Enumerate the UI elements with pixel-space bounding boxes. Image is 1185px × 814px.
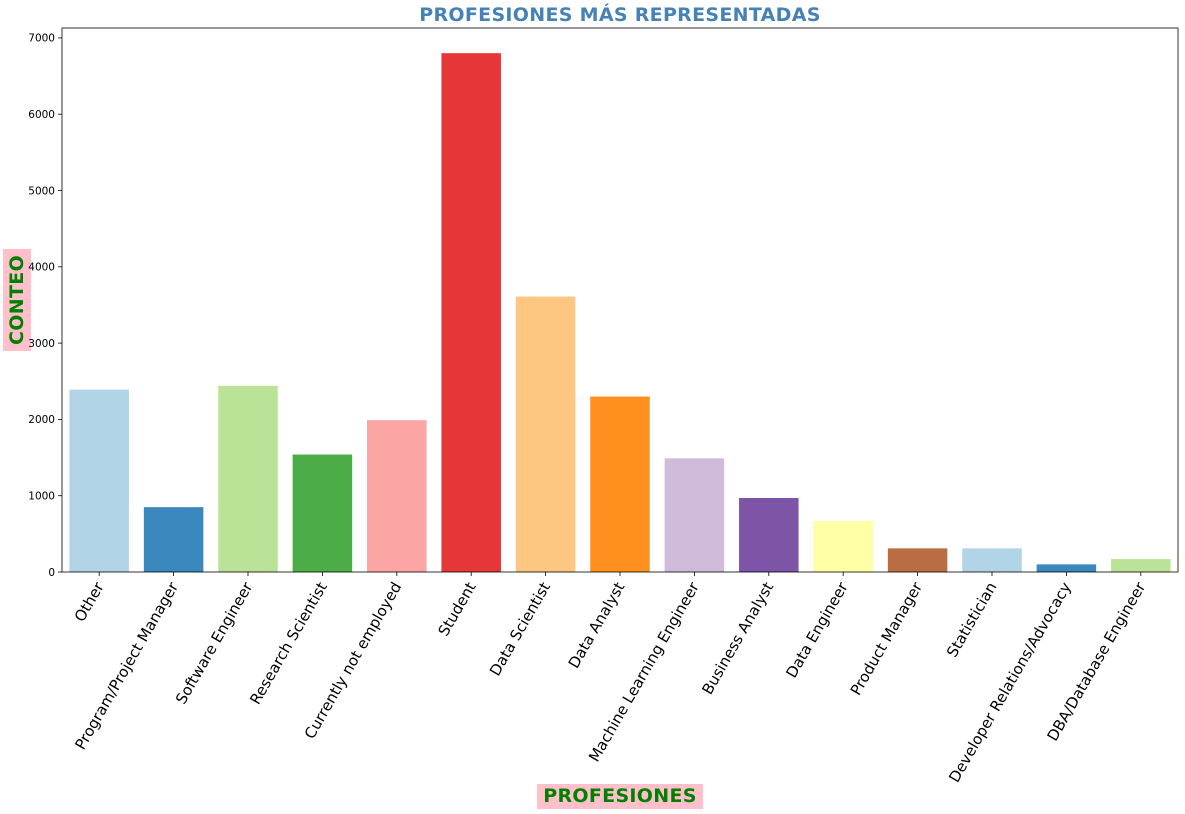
x-tick-label: Software Engineer [172, 578, 257, 707]
bar-2 [218, 385, 278, 572]
y-tick-label: 7000 [28, 33, 55, 45]
bars-group [69, 53, 1171, 573]
bar-3 [292, 454, 353, 572]
x-tick-label: Other [71, 578, 108, 625]
x-tick-label: Research Scientist [246, 579, 331, 708]
x-tick-label: Data Scientist [486, 579, 554, 679]
y-tick-label: 6000 [28, 109, 55, 121]
x-tick-label: Business Analyst [698, 579, 777, 698]
y-tick-label: 2000 [28, 414, 55, 426]
bar-10 [813, 520, 873, 572]
bar-4 [367, 420, 427, 572]
y-tick-label: 4000 [28, 262, 55, 274]
plot-frame [61, 27, 1179, 573]
bar-6 [515, 296, 576, 572]
x-tick-label: Student [435, 579, 480, 639]
bar-7 [590, 396, 650, 572]
bar-8 [664, 458, 725, 572]
y-tick-label: 1000 [28, 491, 55, 503]
y-tick-label: 3000 [28, 338, 55, 350]
chart-title: PROFESIONES MÁS REPRESENTADAS [419, 4, 821, 26]
x-tick-label: Statistician [943, 579, 1000, 660]
y-axis-label-box: CONTEO [3, 249, 31, 351]
x-tick-label: Developer Relations/Advocacy [945, 579, 1075, 786]
bar-11 [887, 548, 948, 572]
bar-12 [962, 548, 1022, 572]
y-tick-label: 5000 [28, 185, 55, 197]
bar-0 [69, 389, 129, 572]
bar-13 [1036, 564, 1097, 572]
bar-5 [441, 53, 501, 573]
x-axis-label-wrap: PROFESIONES [0, 784, 1185, 809]
y-axis: 0 1000 2000 3000 4000 5000 6000 7000 [28, 33, 62, 579]
bar-14 [1111, 559, 1171, 572]
bar-9 [739, 497, 799, 572]
bar-1 [143, 507, 204, 572]
x-axis-label: PROFESIONES [537, 784, 703, 809]
x-tick-label: Data Engineer [782, 578, 852, 681]
x-tick-label: Product Manager [847, 578, 927, 698]
x-tick-label: Data Analyst [565, 579, 629, 671]
y-tick-label: 0 [48, 567, 55, 579]
